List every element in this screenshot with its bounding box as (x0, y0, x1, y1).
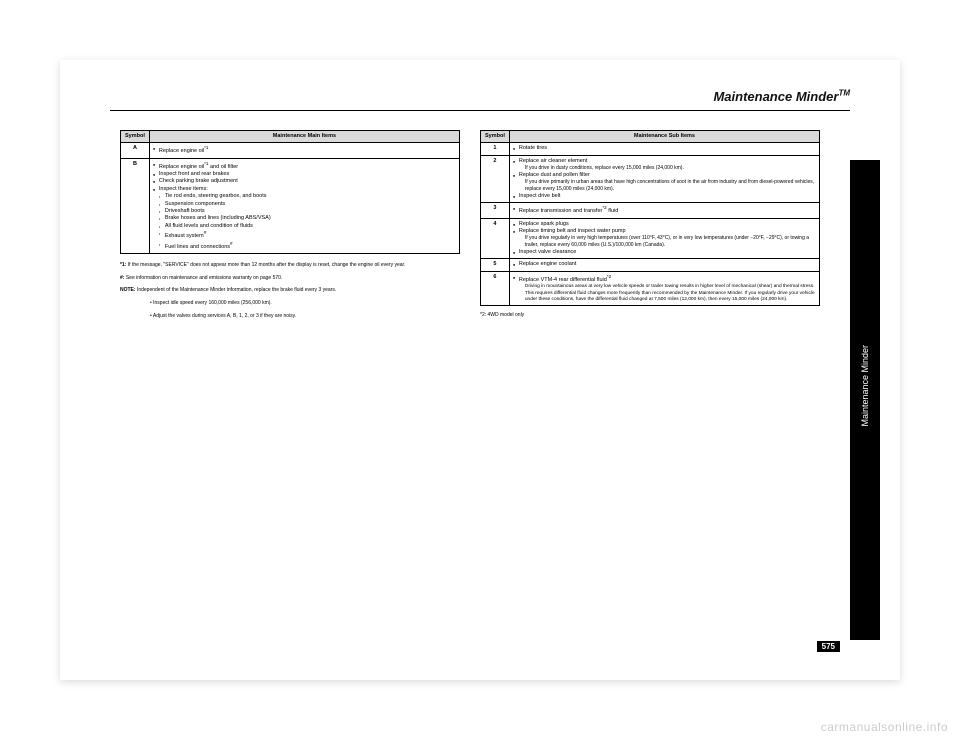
items-cell: Replace engine oil*1 (149, 143, 459, 158)
col-symbol: Symbol (121, 131, 150, 143)
list-item: Rotate tires (513, 145, 816, 152)
list-item: Replace transmission and transfer*2 flui… (513, 205, 816, 215)
footnote: NOTE: Independent of the Maintenance Min… (120, 287, 460, 294)
list-item: Brake hoses and lines (including ABS/VSA… (153, 215, 456, 222)
right-footnote: *2: 4WD model only (480, 312, 820, 318)
symbol-cell: 6 (481, 271, 510, 306)
title-tm: TM (838, 89, 850, 98)
content-columns: Symbol Maintenance Main Items AReplace e… (120, 130, 820, 326)
items-cell: Replace VTM-4 rear differential fluid*2D… (509, 271, 819, 306)
list-item: Inspect front and rear brakes (153, 171, 456, 178)
footnote: *1: If the message, "SERVICE" does not a… (120, 262, 460, 269)
items-cell: Replace engine oil*1 and oil filterInspe… (149, 158, 459, 253)
footnote: #: See information on maintenance and em… (120, 275, 460, 282)
items-cell: Replace transmission and transfer*2 flui… (509, 203, 819, 218)
page-number: 575 (817, 641, 840, 652)
header-rule (110, 110, 850, 111)
list-item: Replace engine oil*1 and oil filter (153, 161, 456, 171)
list-item: All fluid levels and condition of fluids (153, 223, 456, 230)
items-cell: Replace spark plugsReplace timing belt a… (509, 218, 819, 259)
list-item: Replace engine coolant (513, 261, 816, 268)
list-item: Replace dust and pollen filter (513, 172, 816, 179)
list-item: Fuel lines and connections# (153, 241, 456, 251)
watermark: carmanualsonline.info (821, 720, 948, 734)
list-item: Driveshaft boots (153, 208, 456, 215)
footnote: • Inspect idle speed every 160,000 miles… (120, 300, 460, 307)
symbol-cell: 2 (481, 155, 510, 203)
items-cell: Replace engine coolant (509, 259, 819, 271)
left-column: Symbol Maintenance Main Items AReplace e… (120, 130, 460, 326)
symbol-cell: 1 (481, 143, 510, 155)
table-row: 4Replace spark plugsReplace timing belt … (481, 218, 820, 259)
list-item: Inspect drive belt (513, 193, 816, 200)
sub-items-table: Symbol Maintenance Sub Items 1Rotate tir… (480, 130, 820, 306)
table-row: AReplace engine oil*1 (121, 143, 460, 158)
main-items-table: Symbol Maintenance Main Items AReplace e… (120, 130, 460, 254)
symbol-cell: 3 (481, 203, 510, 218)
list-item: If you drive regularly in very high temp… (513, 235, 816, 249)
list-item: Exhaust system# (153, 230, 456, 240)
list-item: If you drive in dusty conditions, replac… (513, 165, 816, 172)
col-sub: Maintenance Sub Items (509, 131, 819, 143)
list-item: If you drive primarily in urban areas th… (513, 179, 816, 193)
col-main: Maintenance Main Items (149, 131, 459, 143)
table-row: 1Rotate tires (481, 143, 820, 155)
list-item: Driving in mountainous areas at very low… (513, 284, 816, 303)
page-frame: Maintenance MinderTM Maintenance Minder … (60, 60, 900, 680)
items-cell: Rotate tires (509, 143, 819, 155)
list-item: Replace VTM-4 rear differential fluid*2 (513, 274, 816, 284)
page-title: Maintenance MinderTM (713, 89, 850, 104)
list-item: Check parking brake adjustment (153, 178, 456, 185)
list-item: Suspension components (153, 201, 456, 208)
list-item: Inspect these items: (153, 186, 456, 193)
list-item: Replace engine oil*1 (153, 145, 456, 155)
table-row: 6Replace VTM-4 rear differential fluid*2… (481, 271, 820, 306)
page-inner: Maintenance MinderTM Maintenance Minder … (60, 60, 900, 680)
list-item: Replace air cleaner element (513, 158, 816, 165)
items-cell: Replace air cleaner elementIf you drive … (509, 155, 819, 203)
symbol-cell: B (121, 158, 150, 253)
footnote: • Adjust the valves during services A, B… (120, 313, 460, 320)
header: Maintenance MinderTM (713, 88, 850, 106)
symbol-cell: 5 (481, 259, 510, 271)
table-row: BReplace engine oil*1 and oil filterInsp… (121, 158, 460, 253)
side-tab-text: Maintenance Minder (860, 345, 870, 427)
list-item: Replace timing belt and inspect water pu… (513, 228, 816, 235)
symbol-cell: 4 (481, 218, 510, 259)
symbol-cell: A (121, 143, 150, 158)
col-symbol: Symbol (481, 131, 510, 143)
side-tab: Maintenance Minder (850, 160, 880, 640)
list-item: Inspect valve clearance (513, 249, 816, 256)
table-row: 2Replace air cleaner elementIf you drive… (481, 155, 820, 203)
right-column: Symbol Maintenance Sub Items 1Rotate tir… (480, 130, 820, 326)
table-row: 3Replace transmission and transfer*2 flu… (481, 203, 820, 218)
title-text: Maintenance Minder (713, 89, 838, 104)
table-row: 5Replace engine coolant (481, 259, 820, 271)
left-footnotes: *1: If the message, "SERVICE" does not a… (120, 262, 460, 320)
list-item: Tie rod ends, steering gearbox, and boot… (153, 193, 456, 200)
list-item: Replace spark plugs (513, 221, 816, 228)
